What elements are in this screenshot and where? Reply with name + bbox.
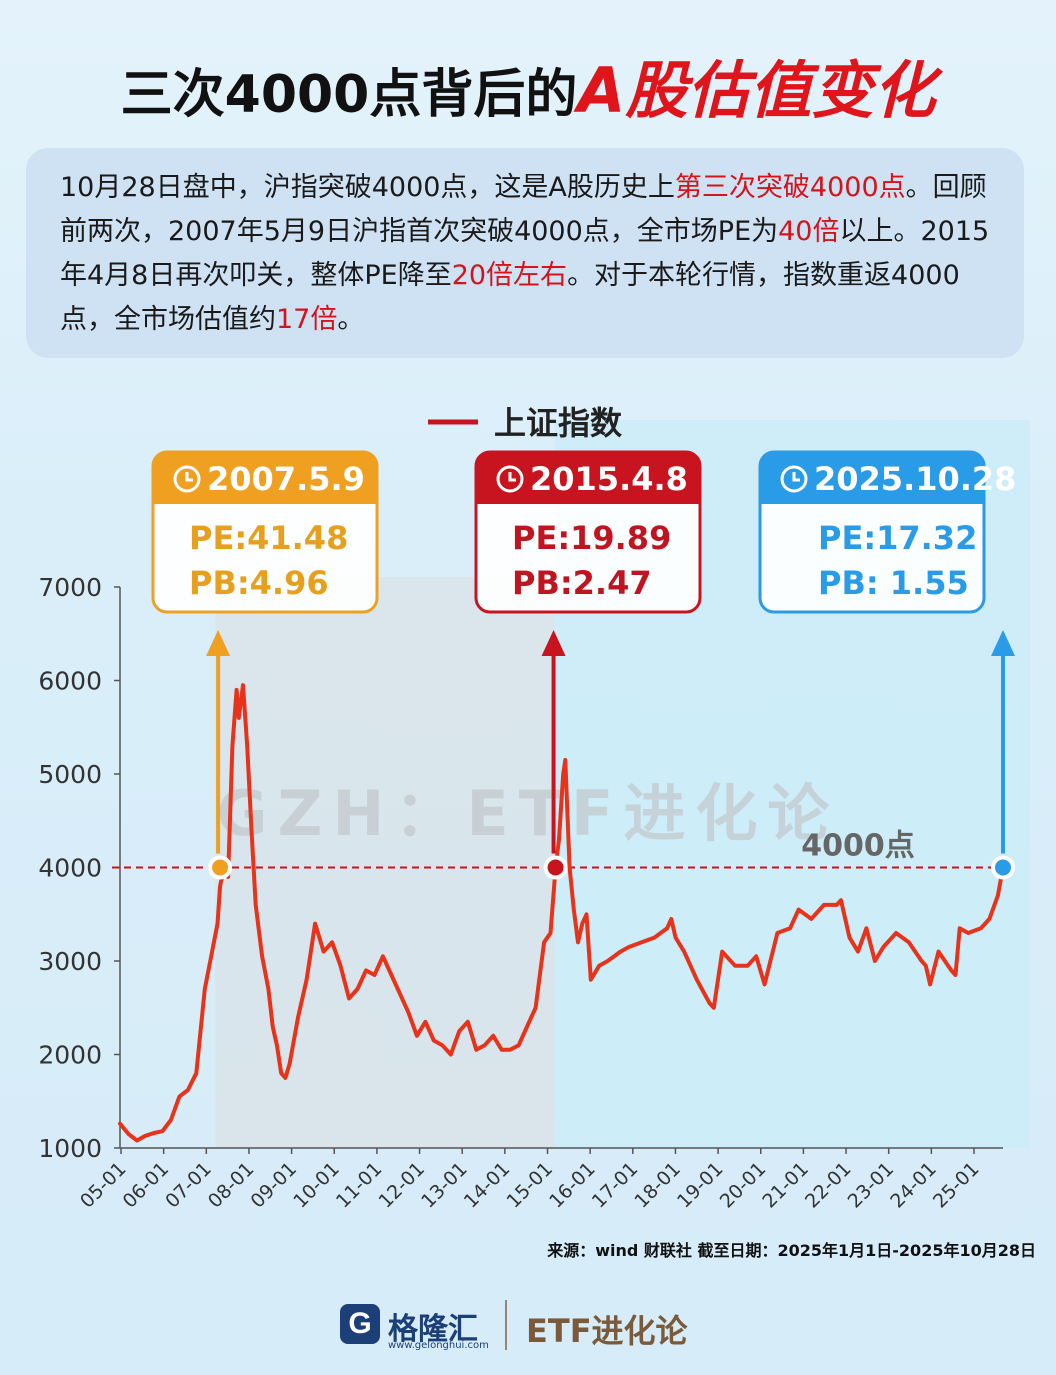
clock-hands-icon <box>508 472 516 482</box>
x-tick-label: 18-01 <box>630 1158 685 1213</box>
breakpoint-marker-dot <box>547 859 564 876</box>
callout-date: 2025.10.28 <box>814 460 1016 498</box>
intro-box: 10月28日盘中，沪指突破4000点，这是A股历史上第三次突破4000点。回顾前… <box>26 148 1024 358</box>
clock-hands-icon <box>792 472 800 482</box>
page-title: 三次4000点背后的A股估值变化 <box>0 40 1056 130</box>
legend-label: 上证指数 <box>494 404 623 442</box>
intro-text-2: 。回顾前两次，2007年5月9日沪指首次突破4000点，全市场PE为 <box>60 172 987 247</box>
intro-text-3: 以上。2015年4月8日再次叩关，整体PE降至 <box>60 216 990 291</box>
logo-divider <box>505 1300 507 1350</box>
y-tick-label: 7000 <box>38 573 102 602</box>
logo-name: 格隆汇 <box>388 1312 478 1347</box>
callout-pb: PB:4.96 <box>189 564 329 602</box>
callout-pb: PB: 1.55 <box>818 564 969 602</box>
callout-box-2025.10.28: 2025.10.28 PE:17.32 PB: 1.55 <box>758 450 1016 614</box>
x-tick-label: 21-01 <box>758 1158 813 1213</box>
clock-hands-icon <box>185 472 193 482</box>
footer-logo: G 格隆汇 www.gelonghui.com ETF进化论 <box>0 1296 1056 1356</box>
logo-url: www.gelonghui.com <box>388 1340 489 1351</box>
clock-icon <box>496 465 524 493</box>
callout-header <box>760 452 984 504</box>
intro-text-5: 。 <box>337 304 365 335</box>
callout-pe: PE:17.32 <box>818 519 977 557</box>
callout-arrow-head <box>991 630 1015 656</box>
x-tick-label: 22-01 <box>801 1158 856 1213</box>
gelonghui-logo-icon: G <box>340 1304 380 1344</box>
y-tick-label: 2000 <box>38 1041 102 1070</box>
x-tick-label: 17-01 <box>588 1158 643 1213</box>
intro-highlight-3: 20倍左右 <box>451 260 568 291</box>
y-tick-label: 5000 <box>38 760 102 789</box>
callout-arrow-head <box>206 630 231 656</box>
y-tick-label: 6000 <box>38 667 102 696</box>
x-tick-label: 06-01 <box>119 1158 174 1213</box>
x-tick-label: 20-01 <box>716 1158 771 1213</box>
intro-highlight-1: 第三次突破4000点 <box>674 172 906 203</box>
x-tick-label: 05-01 <box>76 1158 131 1213</box>
x-tick-label: 08-01 <box>204 1158 259 1213</box>
brand-name: ETF进化论 <box>526 1312 688 1350</box>
x-tick-label: 16-01 <box>545 1158 600 1213</box>
x-tick-label: 24-01 <box>886 1158 941 1213</box>
breakpoint-marker-dot <box>995 859 1011 876</box>
index-line-chart: GZH：ETF进化论 70006000500040003000200010000… <box>38 404 1030 1213</box>
x-tick-label: 14-01 <box>460 1158 515 1213</box>
x-tick-label: 12-01 <box>374 1158 429 1213</box>
x-tick-label: 23-01 <box>844 1158 899 1213</box>
watermark-text: GZH：ETF进化论 <box>217 777 840 850</box>
intro-highlight-4: 17倍 <box>276 304 338 335</box>
intro-text-4: 。对于本轮行情，指数重返4000点，全市场估值约 <box>60 260 960 335</box>
intro-highlight-2: 40倍 <box>778 216 840 247</box>
x-tick-label: 19-01 <box>673 1158 728 1213</box>
y-tick-label: 4000 <box>38 854 102 883</box>
y-tick-label: 1000 <box>38 1134 102 1163</box>
x-tick-label: 11-01 <box>332 1158 387 1213</box>
breakpoint-marker-dot <box>212 859 229 876</box>
callout-box-2007.5.9: 2007.5.9 PE:41.48 PB:4.96 <box>151 450 379 614</box>
callout-arrow-head <box>541 630 566 656</box>
callout-header <box>153 452 377 504</box>
x-tick-label: 10-01 <box>289 1158 344 1213</box>
callout-pe: PE:19.89 <box>512 519 671 557</box>
y-tick-label: 3000 <box>38 947 102 976</box>
callout-date: 2015.4.8 <box>530 460 688 498</box>
source-note: 来源：wind 财联社 截至日期：2025年1月1日-2025年10月28日 <box>547 1241 1036 1260</box>
x-tick-label: 15-01 <box>502 1158 557 1213</box>
callout-date: 2007.5.9 <box>207 460 365 498</box>
clock-icon <box>780 465 808 493</box>
title-highlight: A股估值变化 <box>577 54 936 127</box>
clock-icon <box>173 465 201 493</box>
index-series-line <box>118 683 1005 1143</box>
threshold-label: 4000点 <box>801 829 915 864</box>
intro-text-1: 10月28日盘中，沪指突破4000点，这是A股历史上 <box>60 172 675 203</box>
callout-pb: PB:2.47 <box>512 564 652 602</box>
x-tick-label: 13-01 <box>417 1158 472 1213</box>
intro-paragraph: 10月28日盘中，沪指突破4000点，这是A股历史上第三次突破4000点。回顾前… <box>60 166 994 342</box>
x-tick-label: 07-01 <box>161 1158 216 1213</box>
callout-header <box>476 452 700 504</box>
x-tick-label: 09-01 <box>247 1158 302 1213</box>
title-part1: 三次4000点背后的 <box>120 65 578 125</box>
x-tick-label: 25-01 <box>929 1158 984 1213</box>
callout-pe: PE:41.48 <box>189 519 348 557</box>
callout-box-2015.4.8: 2015.4.8 PE:19.89 PB:2.47 <box>474 450 702 614</box>
shade-2007-cycle <box>215 577 555 1148</box>
